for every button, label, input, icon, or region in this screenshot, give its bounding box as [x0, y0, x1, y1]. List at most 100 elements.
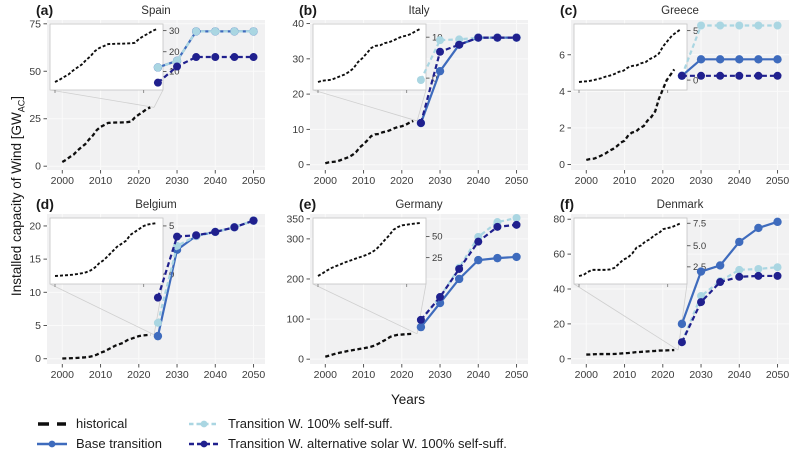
data-point-altsolar — [230, 53, 239, 62]
data-point-altsolar — [455, 264, 464, 273]
inset-connector-lines — [312, 89, 427, 122]
x-tick-label: 2000 — [51, 369, 75, 381]
panel-letter: (d) — [36, 196, 54, 212]
data-point-altsolar — [716, 278, 725, 287]
y-tick-label: 20 — [29, 220, 41, 232]
x-tick-label: 2040 — [467, 175, 491, 187]
panel-chart-italy: 100200020102020203020402050010203040Ital… — [292, 2, 528, 187]
x-tick-label: 2010 — [89, 175, 113, 187]
y-tick-label: 15 — [29, 254, 41, 266]
historical-line — [324, 119, 414, 165]
data-point-base — [474, 255, 483, 265]
y-tick-label: 40 — [553, 284, 565, 296]
data-point-altsolar — [192, 53, 201, 62]
data-point-base — [696, 267, 706, 276]
y-tick-label: 40 — [292, 18, 304, 30]
data-point-selfsuff — [249, 27, 258, 36]
series-altsolar — [416, 33, 521, 128]
panel-title: Italy — [408, 5, 429, 17]
panel-greece: 5 0 2000 2010 2020 2030 2040 2050 0 2 4 6 Greece (c) — [546, 0, 798, 199]
data-point-selfsuff — [773, 21, 782, 30]
data-point-altsolar — [153, 78, 162, 87]
data-point-selfsuff — [697, 291, 706, 300]
inset-tick-label: 20 — [169, 47, 180, 58]
series-altsolar — [153, 53, 258, 87]
y-tick-label: 0 — [298, 354, 304, 366]
data-point-base — [153, 331, 163, 341]
data-point-altsolar — [716, 71, 725, 80]
data-point-altsolar — [512, 33, 521, 42]
panel-denmark: 7.5 5.0 2.5 2000 2010 2020 2030 2040 2050 0 20 40 60… — [546, 194, 798, 393]
x-tick-label: 2050 — [242, 369, 266, 381]
data-point-altsolar — [735, 71, 744, 80]
panel-spain: 30 20 10 2000 2010 2020 2030 2040 2050 0 25 50 75 Spa… — [22, 0, 274, 199]
legend-item-selfsuff: Transition W. 100% self-suff. — [188, 416, 507, 431]
series-altsolar — [153, 216, 258, 302]
data-point-selfsuff — [192, 27, 201, 36]
data-point-base — [715, 261, 725, 270]
x-tick-label: 2030 — [165, 175, 189, 187]
y-tick-label: 0 — [35, 353, 41, 365]
inset-tick-label: 0 — [693, 75, 698, 86]
data-point-altsolar — [754, 71, 763, 80]
panel-letter: (b) — [299, 2, 317, 18]
panel-chart-belgium: 50 2000 2010 2020 2030 2040 2050 0 5 10 15 20 Belgiu… — [29, 196, 266, 381]
inset-tick-label: 0 — [432, 73, 437, 84]
y-tick-label: 0 — [35, 161, 41, 173]
data-point-altsolar — [697, 71, 706, 80]
x-tick-label: 2000 — [314, 369, 338, 381]
historical-line — [586, 348, 675, 356]
historical-line — [324, 332, 414, 358]
data-point-base — [773, 217, 782, 227]
x-tick-label: 2040 — [204, 175, 228, 187]
data-point-altsolar — [474, 237, 483, 246]
inset-historical-zoom: 50 — [573, 23, 698, 93]
legend-marker-altsolar-icon — [189, 440, 219, 447]
y-tick-label: 5 — [35, 320, 41, 332]
series-base — [677, 217, 782, 329]
data-point-selfsuff — [735, 21, 744, 30]
panel-title: Greece — [661, 5, 699, 17]
legend-marker-selfsuff-icon — [189, 420, 219, 427]
panel-title: Belgium — [135, 199, 177, 211]
data-point-base — [696, 55, 706, 64]
data-point-selfsuff — [436, 36, 445, 45]
data-point-altsolar — [754, 271, 763, 280]
data-point-selfsuff — [754, 21, 763, 30]
x-tick-label: 2010 — [613, 369, 637, 381]
data-point-base — [677, 319, 687, 329]
data-point-base — [715, 55, 725, 64]
inset-historical-line — [578, 222, 682, 277]
panel-chart-germany: 50 25 2000 2010 2020 2030 2040 2050 0 100 200 300 35… — [286, 196, 528, 381]
axes: 2000 2010 2020 2030 2040 2050 0 2 4 6 — [559, 49, 789, 187]
data-point-altsolar — [153, 293, 162, 302]
y-tick-label: 50 — [29, 66, 41, 78]
data-point-selfsuff — [230, 27, 239, 36]
x-tick-label: 2020 — [390, 369, 414, 381]
legend-item-altsolar: Transition W. alternative solar W. 100% … — [188, 436, 507, 451]
panel-italy: 100200020102020203020402050010203040Ital… — [285, 0, 537, 199]
y-tick-label: 75 — [29, 18, 41, 30]
data-point-altsolar — [211, 53, 220, 62]
x-tick-label: 2030 — [689, 175, 713, 187]
series-selfsuff — [153, 27, 258, 72]
y-tick-label: 60 — [553, 249, 565, 261]
inset-historical-zoom: 50 25 — [312, 217, 443, 287]
y-tick-label: 200 — [286, 273, 304, 285]
x-tick-label: 2040 — [467, 369, 491, 381]
y-tick-label: 350 — [286, 213, 304, 225]
data-point-selfsuff — [173, 56, 182, 65]
inset-tick-label: 2.5 — [693, 262, 706, 273]
data-point-selfsuff — [773, 263, 782, 272]
data-point-selfsuff — [211, 27, 220, 36]
data-point-selfsuff — [512, 214, 521, 223]
y-tick-label: 80 — [553, 214, 565, 226]
x-tick-label: 2040 — [728, 369, 752, 381]
historical-line — [62, 333, 151, 360]
x-tick-label: 2030 — [428, 175, 452, 187]
